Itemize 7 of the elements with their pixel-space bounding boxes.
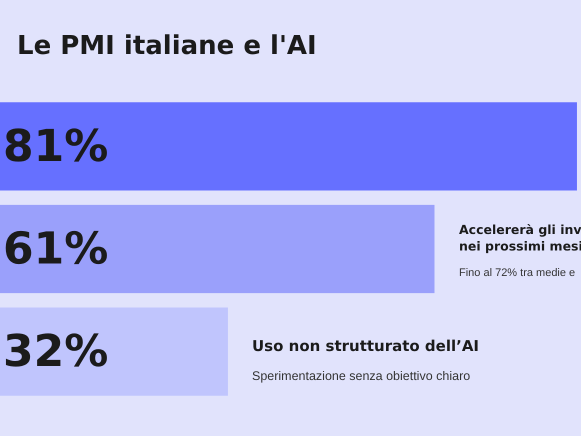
data-label: 81% [3, 120, 108, 172]
annotation: Fino al 72% tra medie e [459, 267, 576, 279]
annotation: Uso non strutturato dell’AI [252, 337, 480, 355]
annotation: Sperimentazione senza obiettivo chiaro [252, 369, 470, 383]
chart-title: Le PMI italiane e l'AI [17, 31, 317, 62]
data-label: 32% [3, 326, 108, 378]
data-label: 61% [3, 224, 108, 274]
